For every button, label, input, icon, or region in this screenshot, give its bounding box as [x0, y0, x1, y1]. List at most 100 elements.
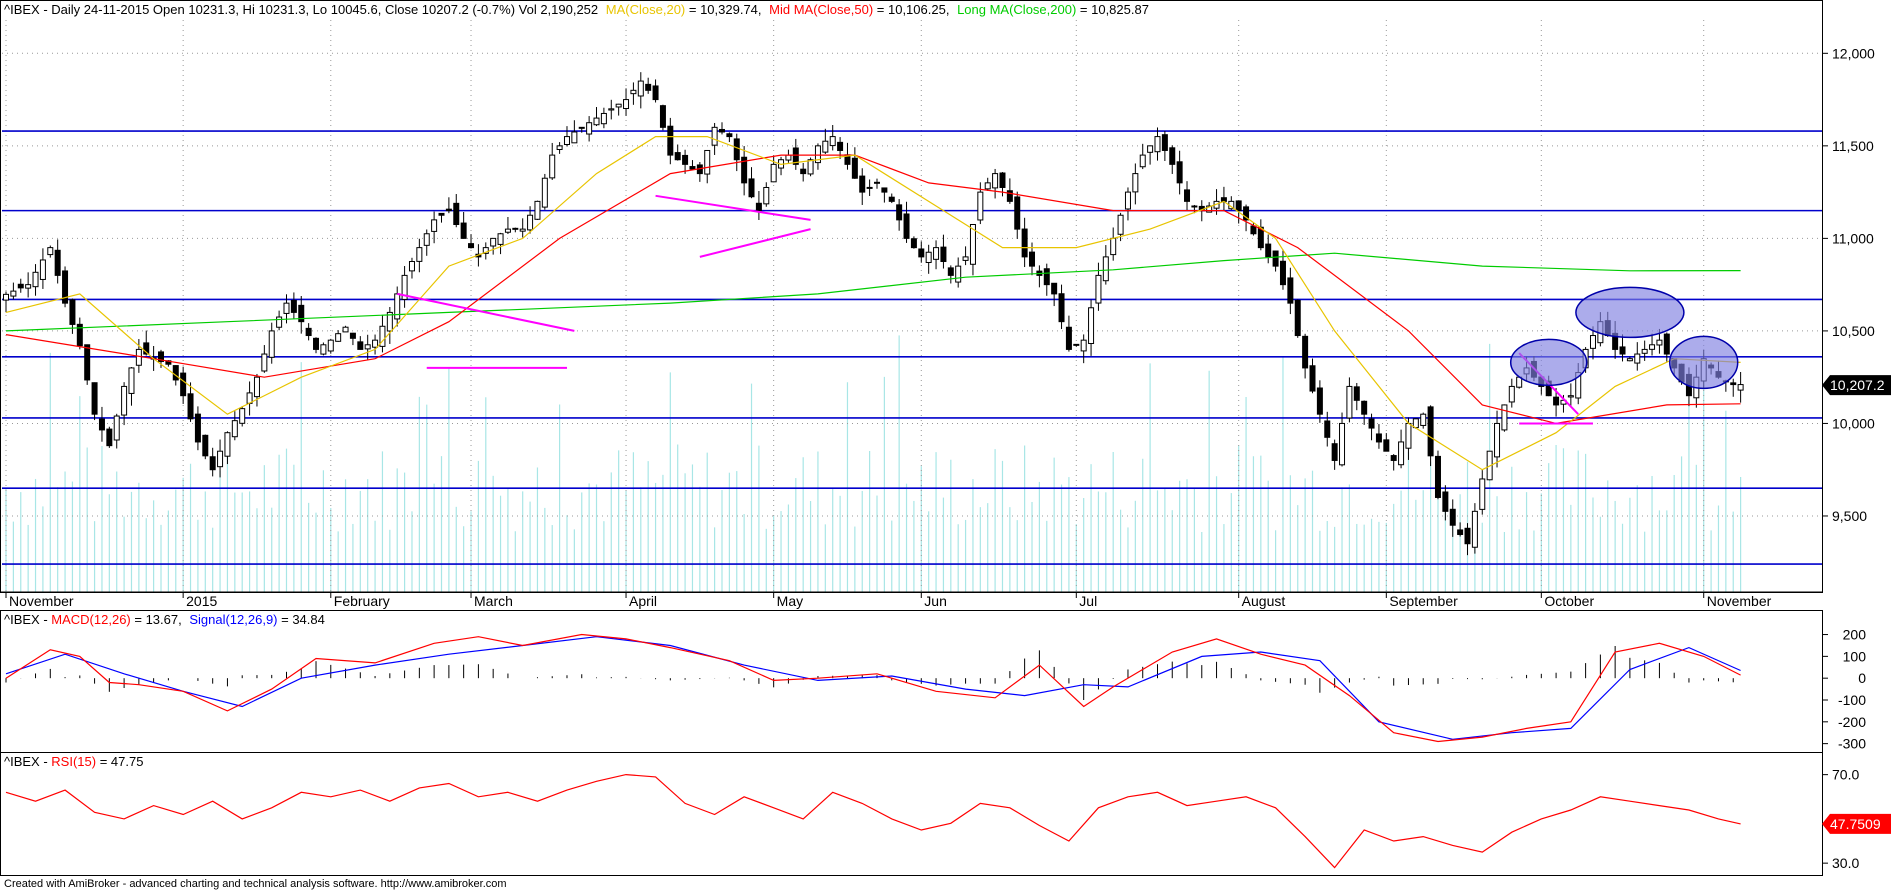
- candle-up: [408, 261, 415, 272]
- candle-up: [623, 99, 630, 110]
- volume-bars: [5, 335, 1742, 592]
- candle-down: [453, 202, 460, 225]
- ma200-line: [5, 252, 1741, 332]
- candle-down: [298, 304, 305, 323]
- candle-up: [1339, 422, 1346, 466]
- candle-up: [10, 290, 17, 297]
- candle-up: [327, 339, 334, 352]
- candle-up: [556, 145, 563, 150]
- candle-down: [1029, 251, 1036, 267]
- candle-down: [313, 337, 320, 350]
- rsi-line: [5, 773, 1741, 869]
- candle-down: [438, 212, 445, 216]
- month-label: October: [1544, 593, 1594, 609]
- price-badge-text: 10,207.2: [1830, 377, 1885, 393]
- candle-up: [1110, 237, 1117, 256]
- candle-up: [969, 223, 976, 265]
- candle-up: [1501, 404, 1508, 431]
- candle-up: [431, 219, 438, 232]
- candle-down: [1309, 365, 1316, 392]
- price-badge: 10,207.2: [1822, 375, 1891, 396]
- candle-up: [283, 302, 290, 314]
- candle-up: [763, 186, 770, 205]
- rsi-header-prefix: ^IBEX -: [4, 754, 51, 769]
- candle-down: [84, 344, 91, 381]
- candle-down: [349, 332, 356, 339]
- candle-down: [69, 299, 76, 325]
- candle-up: [490, 237, 497, 247]
- candle-down: [290, 299, 297, 313]
- candle-up: [372, 339, 379, 348]
- candle-up: [615, 103, 622, 108]
- price-header: ^IBEX - Daily 24-11-2015 Open 10231.3, H…: [4, 2, 1149, 17]
- candle-up: [121, 385, 128, 416]
- candle-up: [704, 149, 711, 175]
- candle-down: [1184, 189, 1191, 202]
- candle-up: [276, 316, 283, 328]
- candle-up: [785, 154, 792, 161]
- rsi-header-rsi-label: RSI(15): [51, 754, 96, 769]
- price-tick-label: 11,000: [1832, 230, 1874, 246]
- candle-up: [342, 326, 349, 333]
- candle-down: [1302, 335, 1309, 369]
- candle-down: [1058, 293, 1065, 323]
- candle-up: [364, 344, 371, 350]
- header-ma200-value: = 10,825.87: [1076, 2, 1149, 17]
- candle-up: [1737, 384, 1744, 391]
- header-ma50-value: = 10,106.25,: [873, 2, 949, 17]
- month-label: Jun: [924, 593, 947, 609]
- candle-down: [357, 341, 364, 350]
- candle-up: [814, 145, 821, 164]
- candle-down: [17, 283, 24, 289]
- candle-up: [1656, 339, 1663, 346]
- header-ma50-label: Mid MA(Close,50): [769, 2, 873, 17]
- macd-header: ^IBEX - MACD(12,26) = 13.67, Signal(12,2…: [4, 612, 325, 627]
- price-tick-label: 11,500: [1832, 138, 1874, 154]
- candle-up: [32, 271, 39, 288]
- candle-down: [674, 152, 681, 161]
- candle-up: [571, 131, 578, 144]
- candle-up: [1641, 348, 1648, 354]
- candle-down: [726, 133, 733, 138]
- candle-down: [62, 270, 69, 304]
- candle-up: [416, 247, 423, 262]
- candle-down: [1243, 206, 1250, 221]
- candle-down: [1043, 268, 1050, 286]
- rsi-tick-label: 30.0: [1832, 855, 1859, 871]
- rsi-header: ^IBEX - RSI(15) = 47.75: [4, 754, 143, 769]
- month-label: May: [777, 593, 803, 609]
- candle-down: [1375, 433, 1382, 443]
- header-ma20-value: = 10,329.74,: [685, 2, 761, 17]
- macd-header-signal-label: Signal(12,26,9): [189, 612, 277, 627]
- price-tick-label: 12,000: [1832, 45, 1875, 61]
- candle-up: [541, 177, 548, 208]
- candle-down: [910, 238, 917, 249]
- candle-down: [1265, 243, 1272, 258]
- candle-down: [682, 154, 689, 165]
- month-label: March: [474, 593, 513, 609]
- price-axis: 9,500 10,000 10,500 11,000 11,500 12,000: [1822, 45, 1875, 524]
- candle-up: [482, 247, 489, 254]
- header-ma20-label: MA(Close,20): [606, 2, 685, 17]
- candle-down: [1250, 225, 1257, 235]
- candle-up: [128, 367, 135, 394]
- candle-up: [1132, 173, 1139, 193]
- macd-axis: 200 100 0 -100 -200 -300: [1822, 627, 1866, 752]
- month-label: August: [1242, 593, 1286, 609]
- candle-up: [1102, 256, 1109, 282]
- candle-up: [504, 228, 511, 233]
- candle-up: [3, 293, 9, 301]
- candle-up: [386, 311, 393, 332]
- trendline: [655, 194, 811, 221]
- candle-up: [829, 136, 836, 147]
- candle-down: [91, 382, 98, 415]
- price-tick-label: 10,000: [1832, 415, 1875, 431]
- candle-down: [1316, 387, 1323, 415]
- candle-up: [1626, 358, 1633, 362]
- candle-down: [1383, 439, 1390, 452]
- trendline: [699, 228, 811, 258]
- candle-down: [445, 208, 452, 212]
- candle-down: [1442, 491, 1449, 512]
- price-tick-label: 9,500: [1832, 508, 1867, 524]
- candle-up: [1117, 214, 1124, 235]
